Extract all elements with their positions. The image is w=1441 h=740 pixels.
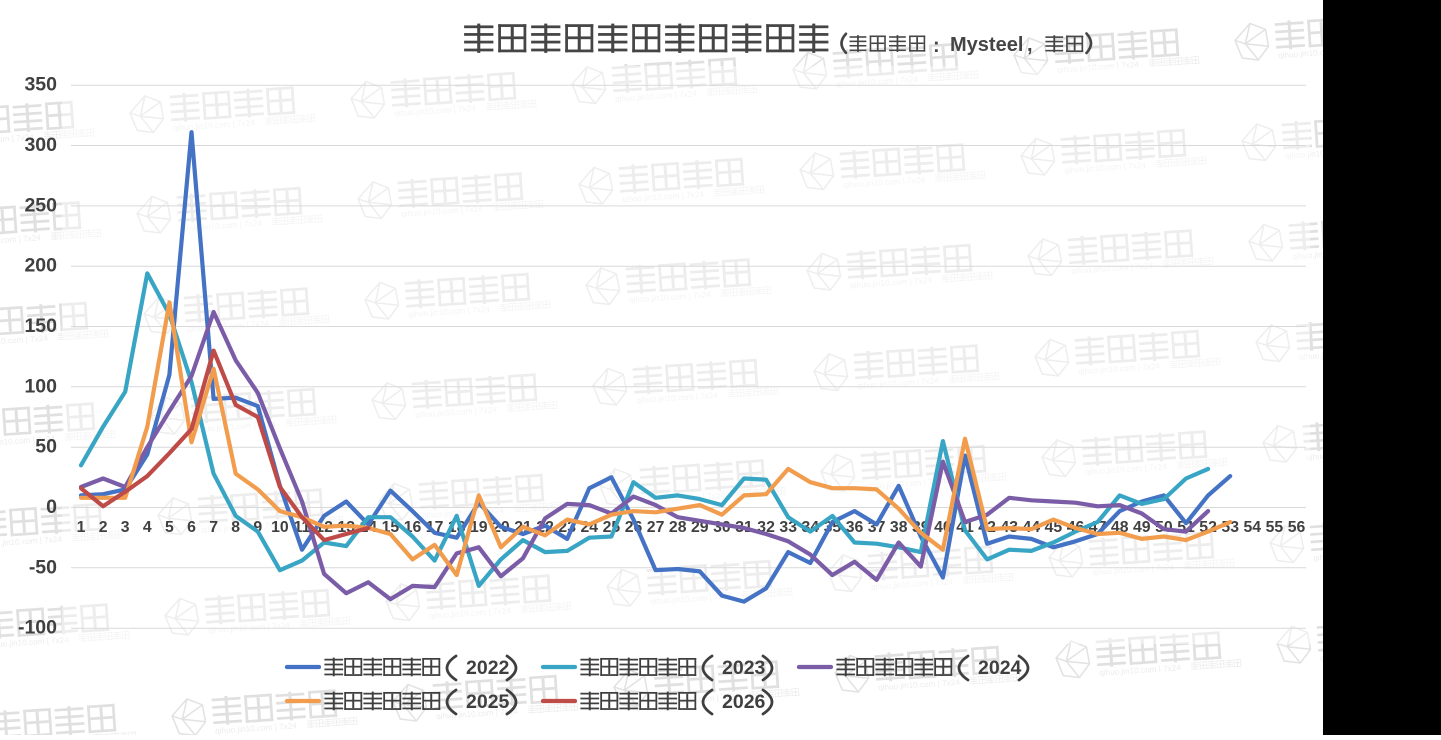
- svg-text:0: 0: [46, 496, 57, 518]
- svg-text:250: 250: [24, 194, 57, 216]
- svg-text:2: 2: [99, 519, 108, 536]
- svg-text:5: 5: [165, 519, 174, 536]
- svg-text:3: 3: [121, 519, 130, 536]
- svg-text:7: 7: [209, 519, 218, 536]
- svg-text:2026: 2026: [722, 691, 766, 713]
- svg-text:28: 28: [669, 519, 687, 536]
- svg-text:350: 350: [24, 74, 57, 96]
- svg-text:55: 55: [1266, 519, 1284, 536]
- svg-text:,: ,: [1027, 34, 1033, 56]
- svg-text:-100: -100: [18, 617, 57, 639]
- svg-text:54: 54: [1244, 519, 1262, 536]
- svg-text:200: 200: [24, 255, 57, 277]
- svg-text:6: 6: [187, 519, 196, 536]
- svg-text:300: 300: [24, 134, 57, 156]
- svg-text:36: 36: [846, 519, 864, 536]
- svg-text::: :: [933, 35, 940, 57]
- svg-text:-50: -50: [29, 556, 57, 578]
- svg-text:49: 49: [1133, 519, 1151, 536]
- svg-text:2022: 2022: [466, 657, 510, 679]
- svg-text:19: 19: [470, 519, 488, 536]
- svg-text:38: 38: [890, 519, 908, 536]
- svg-text:2025: 2025: [466, 691, 510, 713]
- svg-text:27: 27: [647, 519, 665, 536]
- svg-text:2024: 2024: [978, 657, 1022, 679]
- svg-text:33: 33: [779, 519, 797, 536]
- svg-text:Mysteel: Mysteel: [950, 34, 1023, 56]
- svg-text:34: 34: [802, 519, 820, 536]
- svg-text:150: 150: [24, 315, 57, 337]
- svg-text:50: 50: [35, 436, 57, 458]
- svg-text:9: 9: [253, 519, 262, 536]
- svg-text:8: 8: [231, 519, 240, 536]
- svg-text:4: 4: [143, 519, 152, 536]
- svg-text:56: 56: [1288, 519, 1306, 536]
- svg-text:10: 10: [271, 519, 289, 536]
- svg-text:2023: 2023: [722, 657, 766, 679]
- svg-text:1: 1: [77, 519, 86, 536]
- svg-text:100: 100: [24, 375, 57, 397]
